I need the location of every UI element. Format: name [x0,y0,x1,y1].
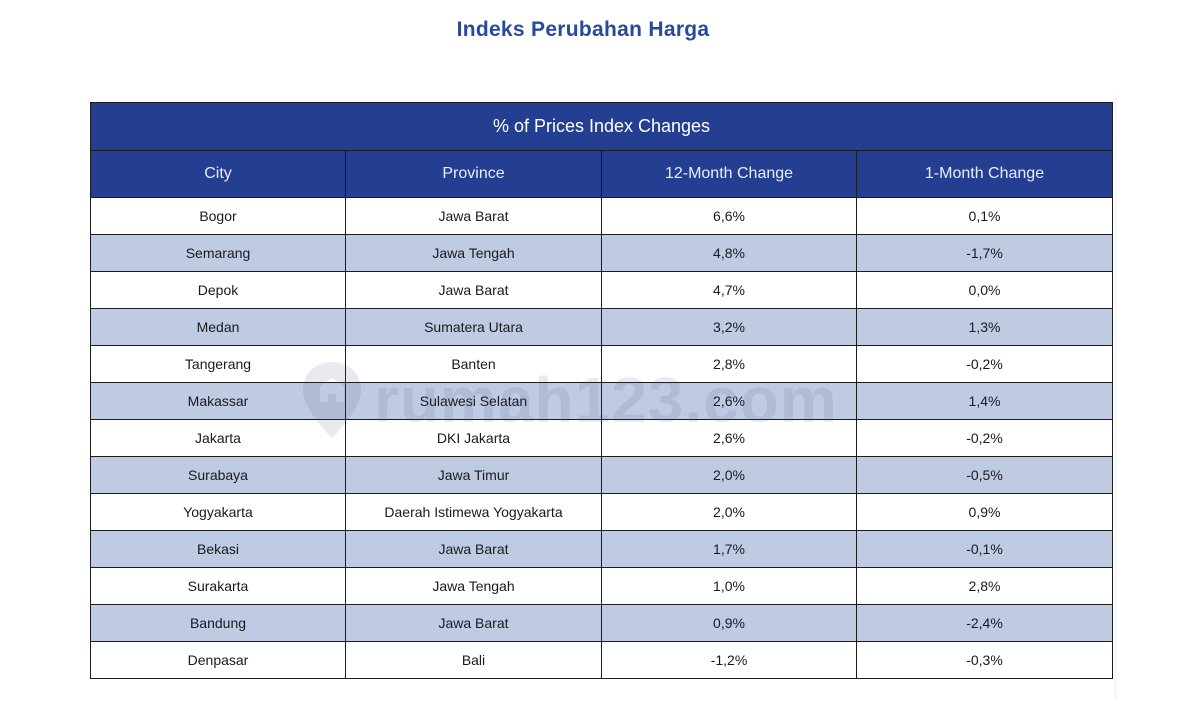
cell-12-month-change: 4,8% [601,234,857,272]
cell-province: Banten [345,345,602,383]
page-title: Indeks Perubahan Harga [456,18,710,41]
table-row: Semarang Jawa Tengah 4,8% -1,7% [90,234,1113,272]
table-caption: % of Prices Index Changes [90,102,1113,151]
cell-province: Jawa Barat [345,197,602,235]
table-row: Bandung Jawa Barat 0,9% -2,4% [90,604,1113,642]
column-header-12-month-change: 12-Month Change [601,150,857,198]
cell-city: Tangerang [90,345,346,383]
cell-province: Jawa Tengah [345,234,602,272]
cell-12-month-change: 2,6% [601,419,857,457]
cell-12-month-change: 4,7% [601,271,857,309]
cell-city: Jakarta [90,419,346,457]
table-row: Surakarta Jawa Tengah 1,0% 2,8% [90,567,1113,605]
cell-province: Jawa Barat [345,530,602,568]
cell-1-month-change: -0,2% [856,345,1113,383]
cell-city: Makassar [90,382,346,420]
table-body: Bogor Jawa Barat 6,6% 0,1% Semarang Jawa Teng… [90,197,1113,679]
price-index-table-container: % of Prices Index Changes City Province … [90,102,1113,679]
table-caption-row: % of Prices Index Changes [90,102,1113,151]
table-row: Jakarta DKI Jakarta 2,6% -0,2% [90,419,1113,457]
cell-province: Jawa Tengah [345,567,602,605]
cell-province: Jawa Barat [345,271,602,309]
cell-12-month-change: 0,9% [601,604,857,642]
cell-city: Bandung [90,604,346,642]
cell-1-month-change: -1,7% [856,234,1113,272]
cell-city: Bekasi [90,530,346,568]
cell-province: Jawa Timur [345,456,602,494]
cell-1-month-change: 1,3% [856,308,1113,346]
page-divider [1115,95,1116,700]
cell-city: Denpasar [90,641,346,679]
table-row: Depok Jawa Barat 4,7% 0,0% [90,271,1113,309]
cell-province: Sulawesi Selatan [345,382,602,420]
table-row: Surabaya Jawa Timur 2,0% -0,5% [90,456,1113,494]
cell-province: Sumatera Utara [345,308,602,346]
cell-1-month-change: -2,4% [856,604,1113,642]
cell-1-month-change: 0,0% [856,271,1113,309]
cell-city: Bogor [90,197,346,235]
cell-12-month-change: 1,7% [601,530,857,568]
cell-city: Surakarta [90,567,346,605]
cell-12-month-change: 2,8% [601,345,857,383]
cell-1-month-change: -0,1% [856,530,1113,568]
column-header-city: City [90,150,346,198]
cell-1-month-change: 2,8% [856,567,1113,605]
table-row: Makassar Sulawesi Selatan 2,6% 1,4% [90,382,1113,420]
cell-12-month-change: 3,2% [601,308,857,346]
cell-12-month-change: 2,0% [601,456,857,494]
cell-1-month-change: 0,1% [856,197,1113,235]
cell-1-month-change: -0,5% [856,456,1113,494]
cell-city: Depok [90,271,346,309]
cell-city: Yogyakarta [90,493,346,531]
cell-province: Daerah Istimewa Yogyakarta [345,493,602,531]
cell-12-month-change: -1,2% [601,641,857,679]
table-row: Yogyakarta Daerah Istimewa Yogyakarta 2,0%… [90,493,1113,531]
table-header-row: City Province 12-Month Change 1-Month Ch… [90,150,1113,198]
column-header-1-month-change: 1-Month Change [856,150,1113,198]
table-row: Bekasi Jawa Barat 1,7% -0,1% [90,530,1113,568]
cell-province: Bali [345,641,602,679]
cell-12-month-change: 1,0% [601,567,857,605]
table-row: Tangerang Banten 2,8% -0,2% [90,345,1113,383]
table-row: Bogor Jawa Barat 6,6% 0,1% [90,197,1113,235]
cell-city: Medan [90,308,346,346]
cell-1-month-change: -0,2% [856,419,1113,457]
cell-1-month-change: -0,3% [856,641,1113,679]
cell-1-month-change: 1,4% [856,382,1113,420]
cell-city: Semarang [90,234,346,272]
cell-city: Surabaya [90,456,346,494]
cell-1-month-change: 0,9% [856,493,1113,531]
cell-province: Jawa Barat [345,604,602,642]
price-index-table: % of Prices Index Changes City Province … [90,102,1113,679]
cell-12-month-change: 2,6% [601,382,857,420]
cell-12-month-change: 6,6% [601,197,857,235]
table-row: Medan Sumatera Utara 3,2% 1,3% [90,308,1113,346]
column-header-province: Province [345,150,602,198]
table-row: Denpasar Bali -1,2% -0,3% [90,641,1113,679]
cell-province: DKI Jakarta [345,419,602,457]
cell-12-month-change: 2,0% [601,493,857,531]
